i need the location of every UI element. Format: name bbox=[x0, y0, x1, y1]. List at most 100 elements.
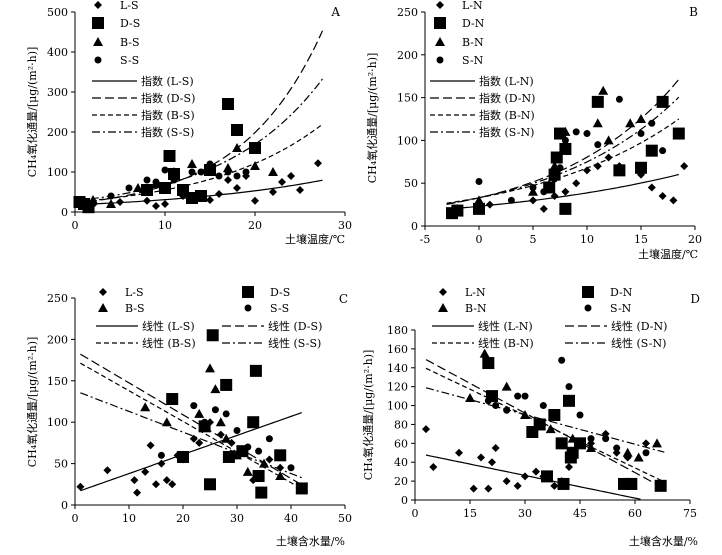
data-point bbox=[220, 378, 233, 391]
data-point bbox=[642, 449, 650, 457]
data-point bbox=[557, 477, 570, 490]
data-point bbox=[143, 176, 151, 184]
y-tick-label: 100 bbox=[47, 166, 68, 179]
data-point bbox=[594, 141, 602, 149]
data-point bbox=[143, 196, 151, 205]
y-tick-label: 100 bbox=[47, 416, 68, 429]
x-tick-label: 30 bbox=[338, 219, 352, 232]
data-point bbox=[188, 168, 196, 176]
data-point bbox=[179, 455, 187, 463]
data-point bbox=[152, 202, 160, 210]
data-point bbox=[197, 168, 205, 176]
x-tick-label: 10 bbox=[122, 512, 136, 525]
x-tick-label: 60 bbox=[628, 507, 642, 520]
data-point bbox=[474, 195, 484, 205]
x-tick-label: 75 bbox=[683, 507, 697, 520]
data-point bbox=[157, 451, 165, 459]
data-point bbox=[654, 479, 667, 492]
data-point bbox=[475, 177, 483, 185]
data-point bbox=[484, 484, 493, 493]
x-tick-label: 20 bbox=[176, 512, 190, 525]
data-point bbox=[222, 450, 235, 463]
data-point bbox=[587, 435, 595, 443]
data-point bbox=[598, 85, 609, 95]
data-point bbox=[583, 166, 591, 175]
x-tick-label: 20 bbox=[688, 233, 702, 246]
data-point bbox=[574, 437, 586, 450]
data-point bbox=[255, 447, 263, 455]
legend-label: 指数 (S-N) bbox=[479, 125, 534, 139]
legend-label: 指数 (S-S) bbox=[141, 125, 194, 139]
data-point bbox=[520, 410, 530, 419]
y-tick-label: 80 bbox=[394, 418, 408, 431]
data-point bbox=[541, 470, 553, 483]
y-tick-label: 100 bbox=[397, 134, 418, 147]
panel-label: B bbox=[689, 5, 698, 19]
data-point bbox=[169, 167, 179, 176]
data-point bbox=[501, 381, 512, 391]
panel-a: A 土壤温度/℃ CH₄氧化通量/[μg/(m²·h)] 0 10 20 300100… bbox=[25, 0, 352, 246]
data-point bbox=[491, 444, 500, 453]
x-tick-label: 0 bbox=[412, 507, 419, 520]
data-point bbox=[205, 363, 215, 373]
y-tick-label: 0 bbox=[411, 220, 418, 233]
legend-label: D-S bbox=[120, 17, 140, 30]
data-point bbox=[561, 187, 570, 196]
data-point bbox=[576, 411, 584, 419]
x-tick-label: 0 bbox=[72, 219, 79, 232]
data-point bbox=[488, 458, 496, 467]
y-tick-label: 200 bbox=[397, 49, 418, 62]
y-axis-label: CH₄氧化通量/[μg/(m²·h)] bbox=[25, 337, 39, 468]
x-axis-label: 土壤温度/℃ bbox=[638, 247, 698, 261]
data-point bbox=[680, 162, 689, 171]
legend-label: L-N bbox=[462, 0, 483, 12]
data-point bbox=[485, 200, 494, 209]
data-point bbox=[133, 183, 143, 192]
legend-label: 线性 (B-N) bbox=[478, 336, 534, 350]
data-point bbox=[669, 196, 678, 205]
data-point bbox=[295, 482, 308, 495]
data-point bbox=[563, 394, 575, 407]
legend-label: 线性 (L-S) bbox=[142, 319, 195, 333]
legend-label: L-S bbox=[125, 286, 144, 299]
data-point bbox=[141, 184, 153, 196]
y-tick-label: 60 bbox=[394, 437, 408, 450]
data-point bbox=[242, 466, 253, 476]
data-point bbox=[604, 153, 613, 162]
data-point bbox=[548, 409, 561, 421]
data-point bbox=[232, 450, 242, 460]
data-point bbox=[550, 192, 559, 201]
data-point bbox=[215, 190, 223, 198]
data-point bbox=[672, 127, 685, 140]
data-point bbox=[268, 167, 278, 176]
fit-line bbox=[446, 173, 679, 210]
data-point bbox=[157, 459, 166, 468]
data-point bbox=[602, 435, 610, 443]
data-point bbox=[249, 142, 261, 154]
data-point bbox=[560, 126, 571, 136]
data-point bbox=[545, 424, 556, 434]
data-point bbox=[224, 168, 232, 176]
legend-label: S-N bbox=[462, 54, 484, 67]
data-point bbox=[659, 147, 667, 155]
data-point bbox=[502, 477, 511, 486]
data-point bbox=[583, 130, 591, 138]
data-point bbox=[637, 130, 645, 138]
data-point bbox=[477, 453, 485, 462]
data-point bbox=[513, 481, 522, 490]
legend-label: D-N bbox=[610, 286, 633, 299]
data-point bbox=[469, 484, 478, 493]
legend-label: 线性 (D-S) bbox=[268, 319, 322, 333]
y-tick-label: 140 bbox=[387, 362, 408, 375]
legend-label: S-S bbox=[120, 54, 139, 67]
data-point bbox=[658, 192, 667, 201]
legend-label: 线性 (B-S) bbox=[142, 336, 196, 350]
legend-marker bbox=[99, 288, 107, 296]
data-point bbox=[195, 438, 204, 447]
data-point bbox=[539, 402, 547, 410]
data-point bbox=[507, 196, 515, 204]
data-point bbox=[532, 467, 540, 476]
data-point bbox=[187, 159, 197, 168]
data-point bbox=[566, 446, 579, 459]
